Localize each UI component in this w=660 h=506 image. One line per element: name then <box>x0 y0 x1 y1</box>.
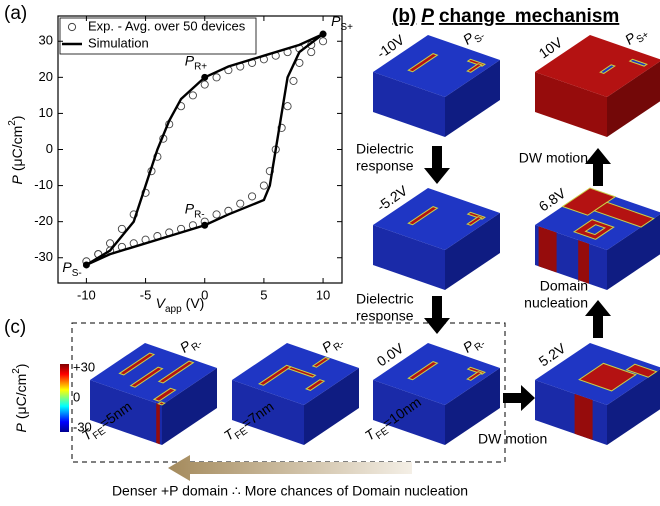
annotation-label: PR+ <box>185 52 208 72</box>
text-part: P <box>421 6 434 27</box>
panel-title: (b)Pchange mechanism <box>392 6 619 27</box>
arrow <box>503 385 535 411</box>
text-part: R- <box>332 339 347 354</box>
colorbar <box>60 364 69 432</box>
y-tick-label: -10 <box>34 177 53 192</box>
text-part: R- <box>473 339 488 354</box>
arrow <box>424 146 450 184</box>
trend-arrow <box>168 455 412 481</box>
text-part: (μC/cm <box>9 126 25 171</box>
cube-domain <box>156 403 160 444</box>
text-part: R+ <box>194 61 207 72</box>
state-label: PR- <box>177 331 205 359</box>
y-axis-label: P(μC/cm2) <box>7 116 25 185</box>
data-point <box>296 59 303 66</box>
y-tick-label: -30 <box>34 249 53 264</box>
x-axis-label: Vapp(V) <box>156 295 205 315</box>
state-label: PS- <box>460 23 488 51</box>
annotation-point <box>320 31 327 38</box>
y-tick-label: 30 <box>39 33 53 48</box>
annotation-point <box>201 222 208 229</box>
y-tick-label: -20 <box>34 213 53 228</box>
data-point <box>308 48 315 55</box>
y-tick-label: 20 <box>39 69 53 84</box>
data-point <box>284 103 291 110</box>
x-tick-label: -10 <box>77 287 96 302</box>
arrow <box>585 148 611 186</box>
annotation-point <box>201 74 208 81</box>
state-label: PR- <box>319 331 347 359</box>
caption: Denser +P domain ∴ More chances of Domai… <box>112 483 468 499</box>
x-tick-label: 10 <box>316 287 330 302</box>
text-part: S+ <box>340 22 353 33</box>
text-part: app <box>165 304 182 315</box>
annotation-point <box>83 261 90 268</box>
text-part: S- <box>72 268 82 279</box>
data-point <box>319 38 326 45</box>
data-point <box>201 81 208 88</box>
x-tick-label: -5 <box>140 287 152 302</box>
data-point <box>260 182 267 189</box>
panel-label: (c) <box>4 317 26 338</box>
figure: (a) (c) Denser +P domain ∴ More chances … <box>0 0 660 506</box>
y-tick-label: 10 <box>39 105 53 120</box>
legend-label: Simulation <box>88 35 149 50</box>
transition-label: response <box>356 308 414 324</box>
cube-domain <box>575 394 593 440</box>
colorbar-label: P(μC/cm2) <box>11 364 29 433</box>
cube-domain <box>539 226 557 272</box>
arrow <box>585 300 611 338</box>
data-point <box>248 193 255 200</box>
state-label: PR- <box>460 331 488 359</box>
x-tick-label: 5 <box>260 287 267 302</box>
transition-label: Dielectric <box>356 141 414 157</box>
data-point <box>237 200 244 207</box>
data-point <box>189 92 196 99</box>
text-part: ) <box>9 116 25 121</box>
colorbar-tick: 0 <box>73 389 80 404</box>
transition-label: response <box>356 158 414 174</box>
panel-label: (a) <box>4 3 27 24</box>
text-part: S+ <box>635 29 652 45</box>
state-label: PS+ <box>622 22 652 51</box>
data-point <box>213 74 220 81</box>
text-part: P <box>13 422 29 432</box>
plot-frame <box>58 16 342 283</box>
text-part: S- <box>473 31 488 46</box>
annotation-label: PS- <box>62 259 81 279</box>
text-part: ) <box>13 364 29 369</box>
legend-label: Exp. - Avg. over 50 devices <box>88 18 246 33</box>
text-part: (μC/cm <box>13 374 29 419</box>
text-part: (V) <box>186 295 205 311</box>
text-part: change mechanism <box>439 6 619 27</box>
arrow <box>424 296 450 334</box>
transition-label: DW motion <box>478 431 547 447</box>
data-point <box>290 77 297 84</box>
transition-label: Domain <box>540 278 588 294</box>
colorbar-tick: +30 <box>73 359 95 374</box>
text-part: R- <box>194 209 205 220</box>
text-part: P <box>9 174 25 184</box>
transition-label: DW motion <box>519 150 588 166</box>
transition-label: nucleation <box>524 295 588 311</box>
y-tick-label: 0 <box>46 141 53 156</box>
transition-label: Dielectric <box>356 291 414 307</box>
text-part: (b) <box>392 6 416 27</box>
data-point <box>213 211 220 218</box>
text-part: R- <box>190 339 205 354</box>
annotation-label: PR- <box>185 200 205 220</box>
